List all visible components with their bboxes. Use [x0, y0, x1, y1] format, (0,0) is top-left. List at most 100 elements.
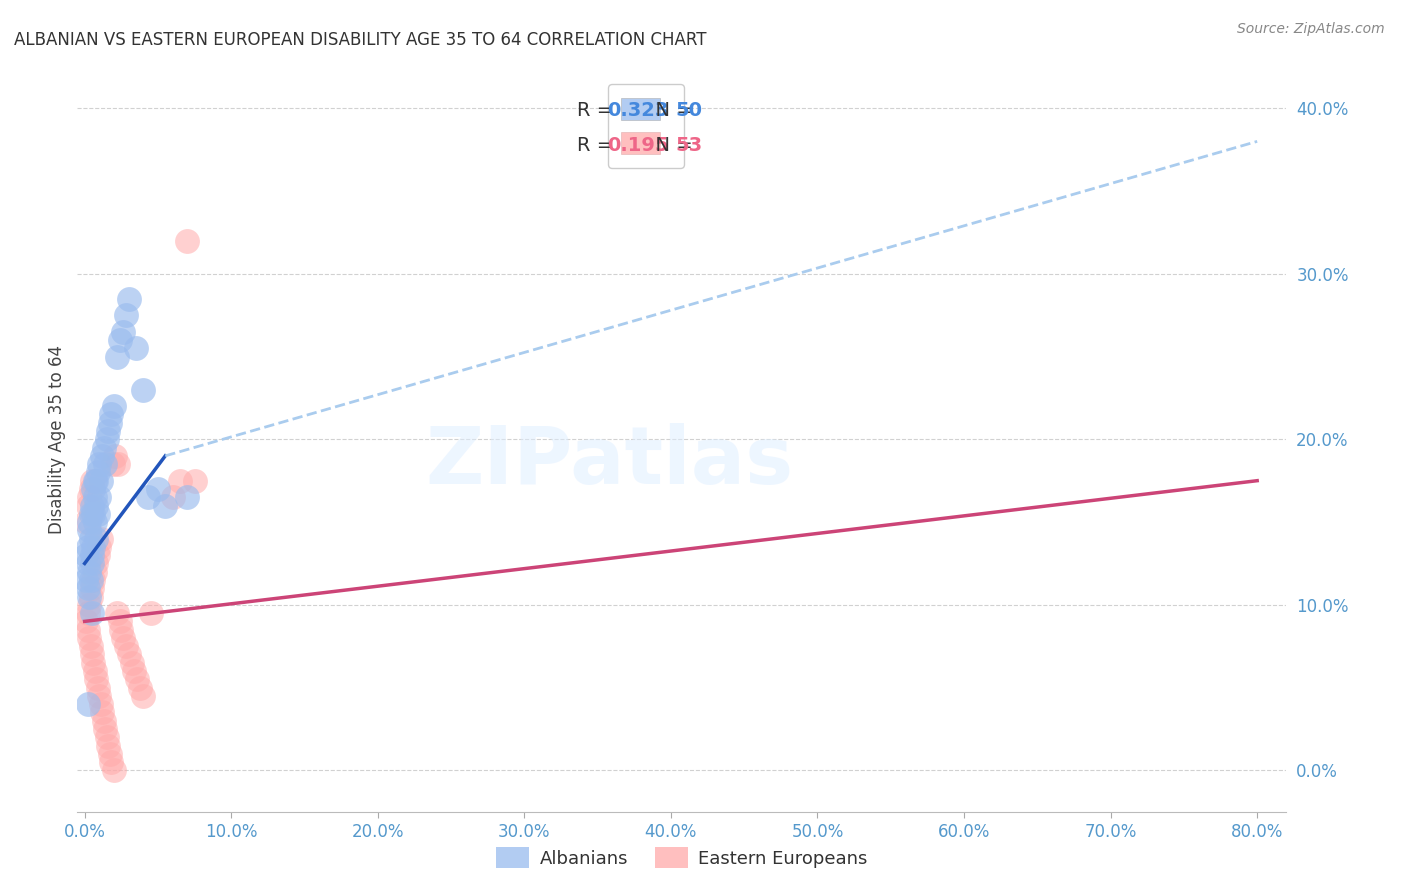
Point [80, 606, 103, 620]
Point [80, 474, 103, 488]
Point [103, 764, 125, 778]
Point [80, 582, 103, 596]
Point [111, 631, 134, 645]
Point [132, 383, 155, 397]
Y-axis label: Disability Age 35 to 64: Disability Age 35 to 64 [48, 345, 66, 533]
Point [89, 457, 111, 471]
Point [96, 432, 118, 446]
Point [136, 490, 159, 504]
Text: R =: R = [576, 136, 619, 154]
Point [86, 673, 108, 687]
Text: ALBANIAN VS EASTERN EUROPEAN DISABILITY AGE 35 TO 64 CORRELATION CHART: ALBANIAN VS EASTERN EUROPEAN DISABILITY … [14, 31, 707, 49]
Point [97, 424, 120, 438]
Point [125, 341, 148, 355]
Point [77, 524, 100, 538]
Point [82, 507, 104, 521]
Point [79, 573, 101, 587]
Point [111, 325, 134, 339]
Point [76, 582, 98, 596]
Point [82, 656, 104, 670]
Point [75, 615, 97, 629]
Point [107, 457, 129, 471]
Point [84, 474, 107, 488]
Point [86, 474, 108, 488]
Point [91, 449, 114, 463]
Point [117, 292, 139, 306]
Point [127, 673, 149, 687]
Point [76, 697, 98, 711]
Point [84, 664, 107, 678]
Text: 0.323: 0.323 [607, 101, 668, 120]
Point [76, 623, 98, 637]
Point [89, 490, 111, 504]
Text: Source: ZipAtlas.com: Source: ZipAtlas.com [1237, 22, 1385, 37]
Point [87, 466, 110, 480]
Text: 53: 53 [676, 136, 703, 154]
Point [76, 499, 98, 513]
Point [94, 457, 117, 471]
Point [86, 499, 108, 513]
Point [77, 598, 100, 612]
Point [114, 308, 136, 322]
Point [77, 631, 100, 645]
Point [121, 656, 143, 670]
Point [91, 706, 114, 720]
Point [93, 714, 115, 728]
Point [84, 565, 107, 579]
Point [108, 333, 131, 347]
Point [108, 615, 131, 629]
Point [82, 573, 104, 587]
Point [100, 408, 122, 422]
Point [97, 739, 120, 753]
Point [93, 441, 115, 455]
Point [139, 606, 162, 620]
Point [104, 449, 127, 463]
Point [76, 540, 98, 554]
Point [80, 499, 103, 513]
Point [100, 755, 122, 769]
Point [75, 573, 97, 587]
Point [117, 648, 139, 662]
Point [90, 697, 112, 711]
Point [87, 681, 110, 695]
Point [105, 606, 128, 620]
Text: R =: R = [576, 101, 619, 120]
Legend: Albanians, Eastern Europeans: Albanians, Eastern Europeans [486, 838, 877, 877]
Point [84, 490, 107, 504]
Point [80, 648, 103, 662]
Point [79, 590, 101, 604]
Point [90, 532, 112, 546]
Point [86, 532, 108, 546]
Point [79, 532, 101, 546]
Point [77, 490, 100, 504]
Point [124, 664, 146, 678]
Point [183, 474, 205, 488]
Point [176, 234, 198, 248]
Text: N =: N = [643, 136, 699, 154]
Point [79, 639, 101, 653]
Point [114, 639, 136, 653]
Point [82, 540, 104, 554]
Point [169, 474, 191, 488]
Text: ZIPatlas: ZIPatlas [425, 423, 793, 500]
Point [76, 606, 98, 620]
Point [75, 515, 97, 529]
Point [89, 689, 111, 703]
Point [84, 515, 107, 529]
Point [77, 565, 100, 579]
Point [98, 747, 121, 761]
Point [105, 350, 128, 364]
Point [96, 730, 118, 744]
Point [80, 557, 103, 571]
Point [77, 515, 100, 529]
Point [79, 482, 101, 496]
Point [89, 540, 111, 554]
Point [103, 399, 125, 413]
Point [86, 557, 108, 571]
Text: N =: N = [643, 101, 699, 120]
Point [176, 490, 198, 504]
Text: 0.195: 0.195 [607, 136, 668, 154]
Point [90, 474, 112, 488]
Point [110, 623, 132, 637]
Point [162, 490, 184, 504]
